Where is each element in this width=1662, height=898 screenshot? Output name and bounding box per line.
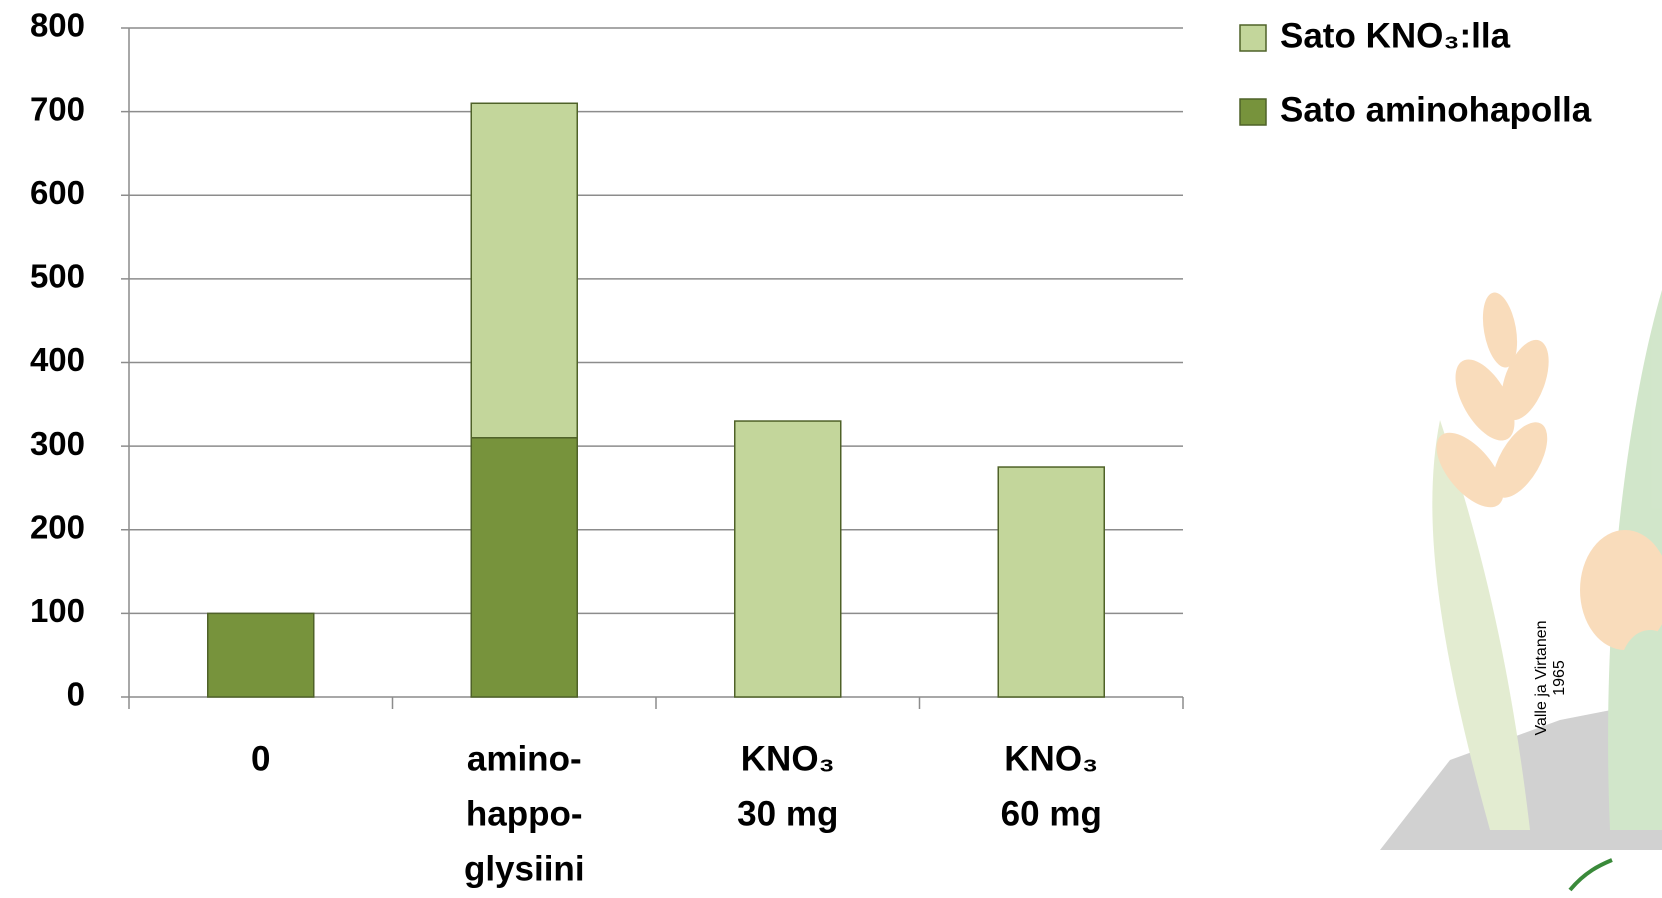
annotation: Valle ja Virtanen 1965 xyxy=(1533,620,1568,735)
background-logo xyxy=(1380,290,1662,850)
y-tick-label: 400 xyxy=(30,341,85,378)
y-tick-label: 200 xyxy=(30,508,85,545)
x-tick-label: KNO₃ xyxy=(1004,739,1098,778)
x-tick-label: 30 mg xyxy=(737,794,838,833)
annotation-line: Valle ja Virtanen xyxy=(1533,620,1550,735)
y-tick-label: 300 xyxy=(30,425,85,462)
legend-swatch xyxy=(1239,98,1267,126)
y-tick-label: 500 xyxy=(30,258,85,295)
bar-segment xyxy=(734,420,842,698)
bar-segment xyxy=(997,466,1105,698)
x-tick-label: glysiini xyxy=(464,849,585,888)
x-tick-label: 60 mg xyxy=(1001,794,1102,833)
y-tick-label: 600 xyxy=(30,174,85,211)
annotation-line: 1965 xyxy=(1551,660,1568,696)
y-tick-label: 0 xyxy=(67,676,85,713)
bar-segment xyxy=(470,437,578,698)
logo-leaf xyxy=(1568,858,1613,892)
legend-label: Sato KNO₃:lla xyxy=(1280,16,1511,55)
y-tick-label: 100 xyxy=(30,592,85,629)
legend-label: Sato aminohapolla xyxy=(1280,90,1592,129)
bar-segment xyxy=(470,102,578,439)
x-tick-label: 0 xyxy=(251,739,270,778)
bar-segment xyxy=(207,612,315,698)
x-tick-label: amino- xyxy=(467,739,582,778)
x-tick-label: KNO₃ xyxy=(741,739,835,778)
y-tick-label: 700 xyxy=(30,90,85,127)
y-tick-label: 800 xyxy=(30,7,85,44)
x-tick-label: happo- xyxy=(466,794,583,833)
legend-swatch xyxy=(1239,24,1267,52)
